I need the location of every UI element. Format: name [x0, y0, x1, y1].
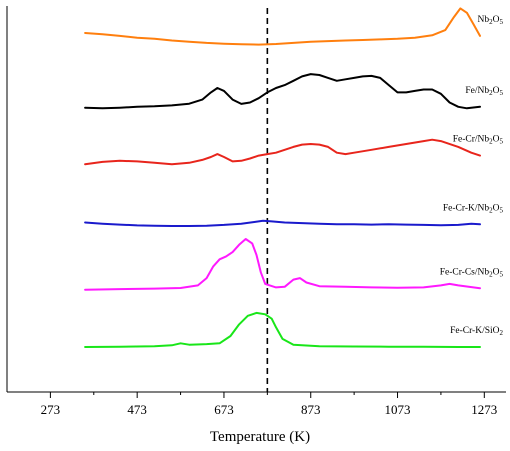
series-label-part: 5: [500, 89, 504, 97]
series-label-part: 5: [500, 138, 504, 146]
series-labels: Nb2O5Fe/Nb2O5Fe-Cr/Nb2O5Fe-Cr-K/Nb2O5Fe-…: [440, 15, 504, 337]
series-label-part: 2: [489, 18, 493, 26]
series-label-part: 5: [500, 18, 504, 26]
series-line-5: [84, 311, 481, 348]
series-layer: [84, 7, 481, 348]
series-label-part: Fe-Cr/Nb: [453, 135, 490, 145]
series-label-part: Fe-Cr-K/SiO: [450, 326, 500, 336]
series-line-4: [84, 238, 481, 291]
x-ticks: 273 473 673 873 1073 1273: [41, 392, 497, 417]
x-tick-label-1073: 1073: [385, 402, 411, 417]
series-label-part: Fe/Nb: [465, 86, 489, 96]
series-label-part: 2: [500, 329, 504, 337]
series-label-part: O: [493, 203, 500, 213]
series-label-part: O: [493, 86, 500, 96]
series-label-part: Nb: [478, 15, 490, 25]
series-label-0: Nb2O5: [478, 15, 504, 26]
plot-frame: [6, 6, 506, 393]
series-label-4: Fe-Cr-Cs/Nb2O5: [440, 267, 504, 278]
x-tick-label-873: 873: [301, 402, 321, 417]
x-tick-label-673: 673: [214, 402, 234, 417]
series-label-part: Fe-Cr-K/Nb: [443, 203, 489, 213]
series-line-0: [84, 7, 481, 46]
series-label-part: O: [493, 267, 500, 277]
series-line-1: [84, 73, 481, 110]
series-label-3: Fe-Cr-K/Nb2O5: [443, 203, 504, 214]
series-label-2: Fe-Cr/Nb2O5: [453, 135, 504, 146]
series-label-1: Fe/Nb2O5: [465, 86, 503, 97]
series-label-part: 5: [500, 270, 504, 278]
series-label-part: 5: [500, 206, 504, 214]
series-label-part: 2: [489, 138, 493, 146]
series-line-3: [84, 219, 481, 227]
series-line-2: [84, 138, 481, 166]
x-axis-title: Temperature (K): [210, 429, 310, 445]
series-label-part: O: [493, 15, 500, 25]
x-tick-label-273: 273: [41, 402, 61, 417]
series-label-part: O: [493, 135, 500, 145]
series-label-part: Fe-Cr-Cs/Nb: [440, 267, 490, 277]
series-label-5: Fe-Cr-K/SiO2: [450, 326, 503, 337]
series-label-part: 2: [489, 270, 493, 278]
x-tick-label-1273: 1273: [471, 402, 497, 417]
series-label-part: 2: [489, 89, 493, 97]
x-tick-label-473: 473: [127, 402, 147, 417]
series-label-part: 2: [489, 206, 493, 214]
